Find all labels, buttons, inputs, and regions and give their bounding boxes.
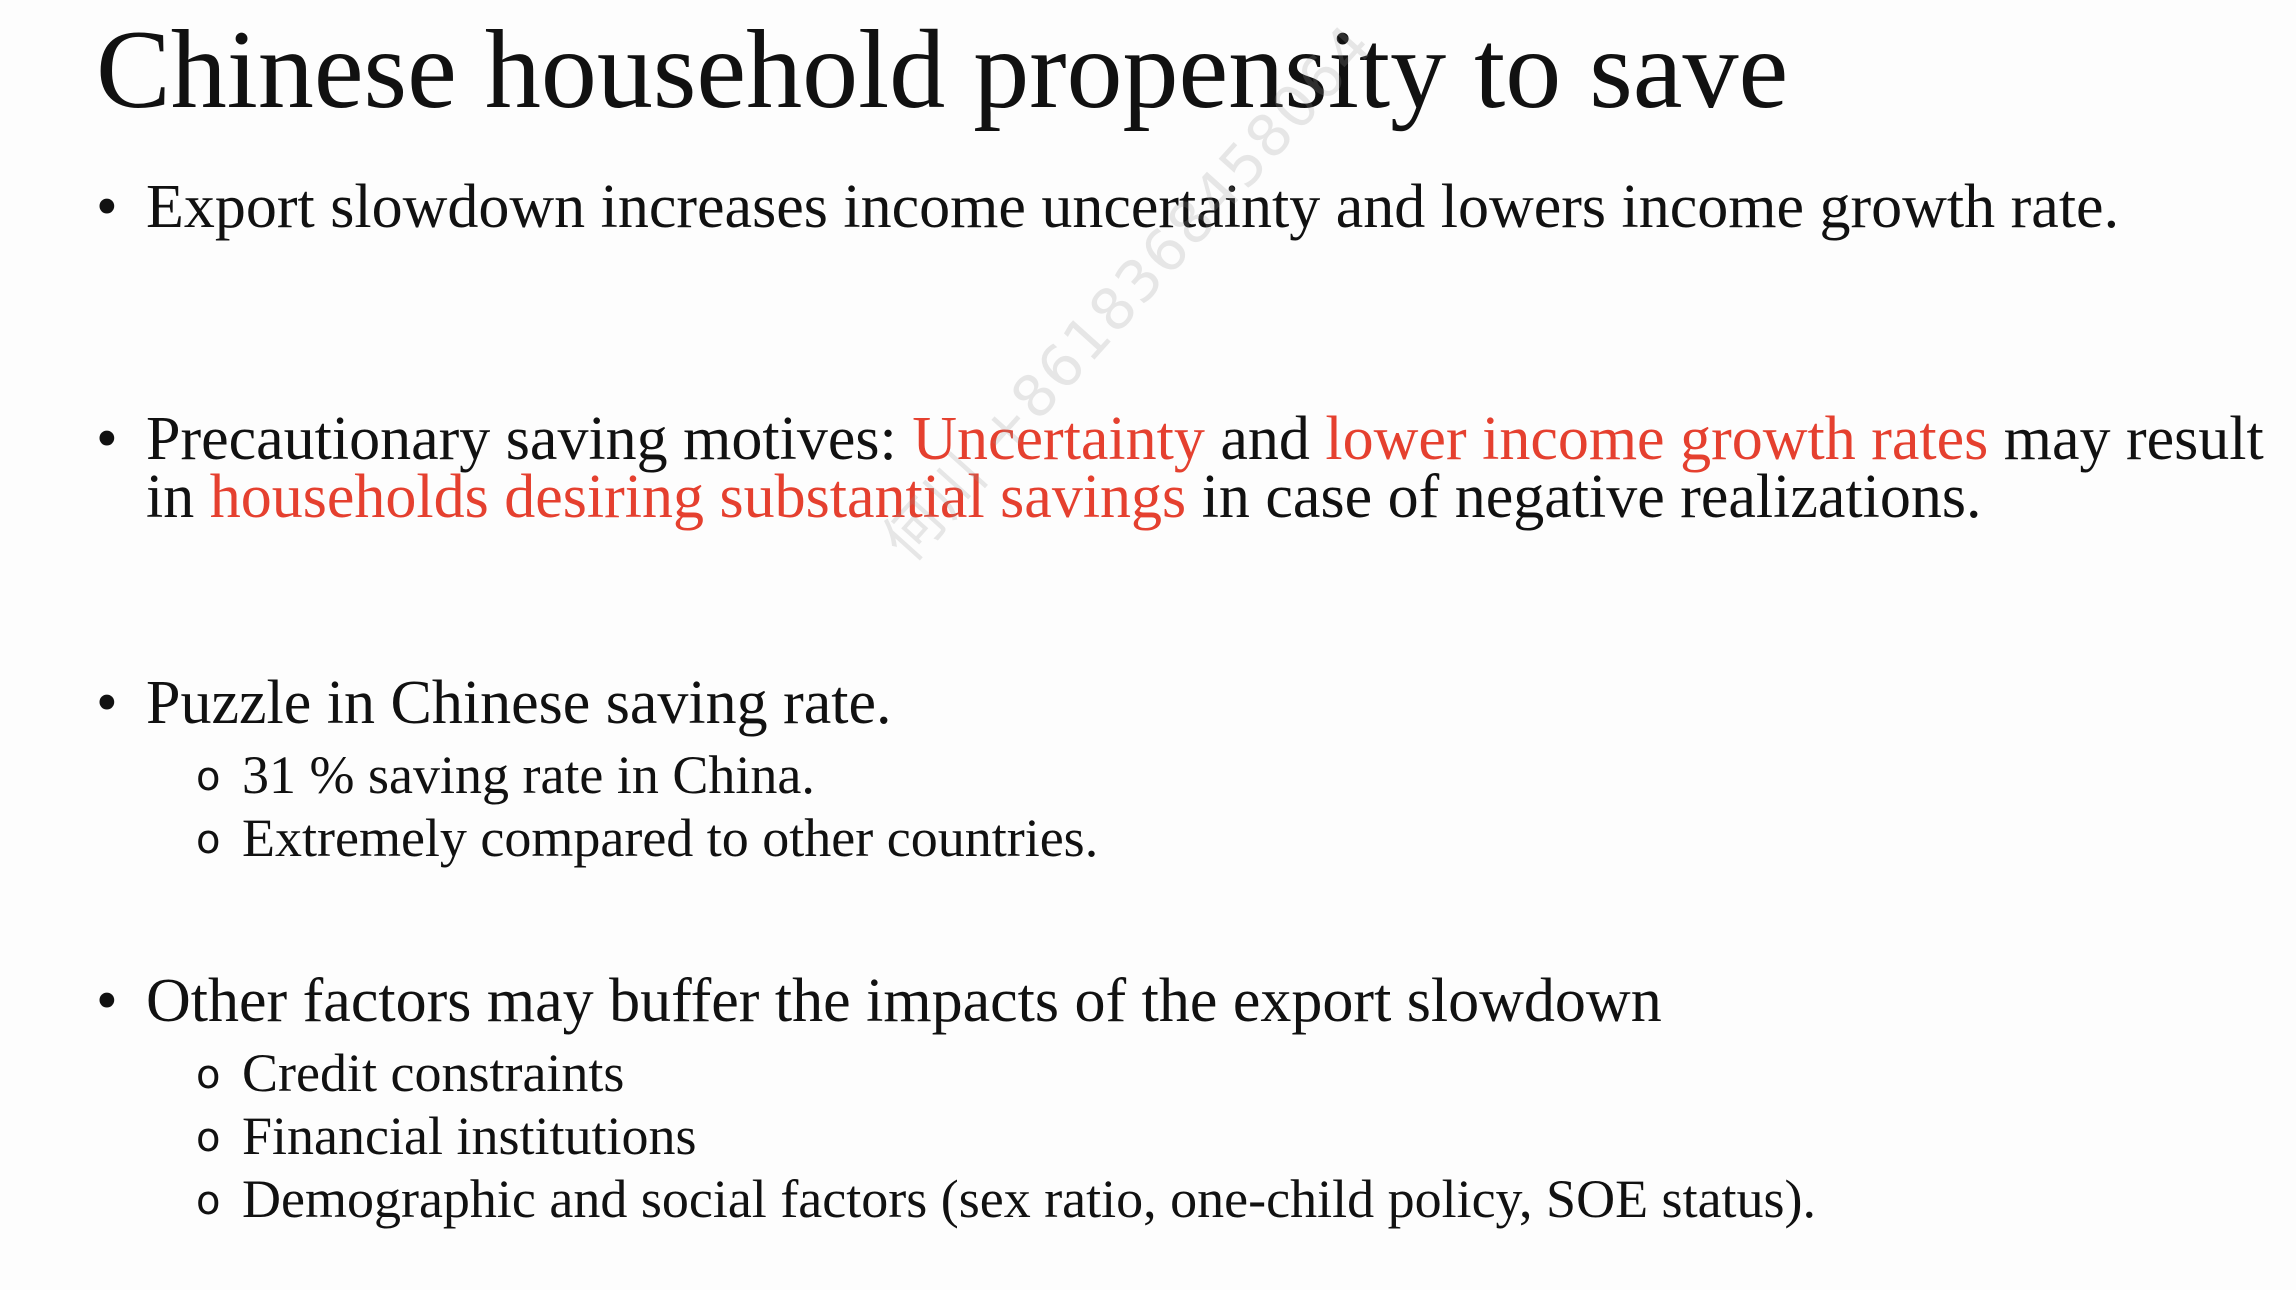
slide-title: Chinese household propensity to save <box>96 8 1789 132</box>
circle-bullet-icon: o <box>196 1115 221 1161</box>
sub-list: o 31 % saving rate in China. o Extremely c… <box>196 744 2266 870</box>
bullet-export-slowdown: • Export slowdown increases income uncer… <box>96 173 2266 241</box>
highlight-lower-income-growth: lower income growth rates <box>1325 405 1989 473</box>
bullet-text: Export slowdown increases income uncerta… <box>146 173 2120 241</box>
highlight-uncertainty: Uncertainty <box>912 405 1205 473</box>
circle-bullet-icon: o <box>196 817 221 863</box>
text-segment: in case of negative realizations. <box>1186 463 1982 531</box>
sub-item: o Financial institutions <box>196 1105 2266 1168</box>
bullet-marker: • <box>96 405 118 473</box>
text-segment: and <box>1204 405 1326 473</box>
sub-item: o Credit constraints <box>196 1042 2266 1105</box>
bullet-text: Puzzle in Chinese saving rate. <box>146 669 892 737</box>
sub-list: o Credit constraints o Financial instituti… <box>196 1042 2266 1231</box>
bullet-text: Precautionary saving motives: Uncertaint… <box>146 408 2266 528</box>
bullet-saving-puzzle: • Puzzle in Chinese saving rate. o 31 % s… <box>96 669 2266 870</box>
highlight-substantial-savings: households desiring substantial savings <box>209 463 1187 531</box>
bullet-precautionary-saving: • Precautionary saving motives: Uncertai… <box>96 405 2266 528</box>
circle-bullet-icon: o <box>196 754 221 800</box>
bullet-marker: • <box>96 173 118 241</box>
bullet-other-factors: • Other factors may buffer the impacts o… <box>96 967 2266 1231</box>
bullet-text: Other factors may buffer the impacts of … <box>146 967 1662 1035</box>
sub-item: o Extremely compared to other countries. <box>196 807 2266 870</box>
bullet-marker: • <box>96 967 118 1035</box>
circle-bullet-icon: o <box>196 1178 221 1224</box>
circle-bullet-icon: o <box>196 1052 221 1098</box>
bullet-marker: • <box>96 669 118 737</box>
sub-item: o Demographic and social factors (sex rat… <box>196 1168 2266 1231</box>
text-segment: Precautionary saving motives: <box>146 405 913 473</box>
sub-item: o 31 % saving rate in China. <box>196 744 2266 807</box>
text-segment: may result in <box>146 405 2264 531</box>
